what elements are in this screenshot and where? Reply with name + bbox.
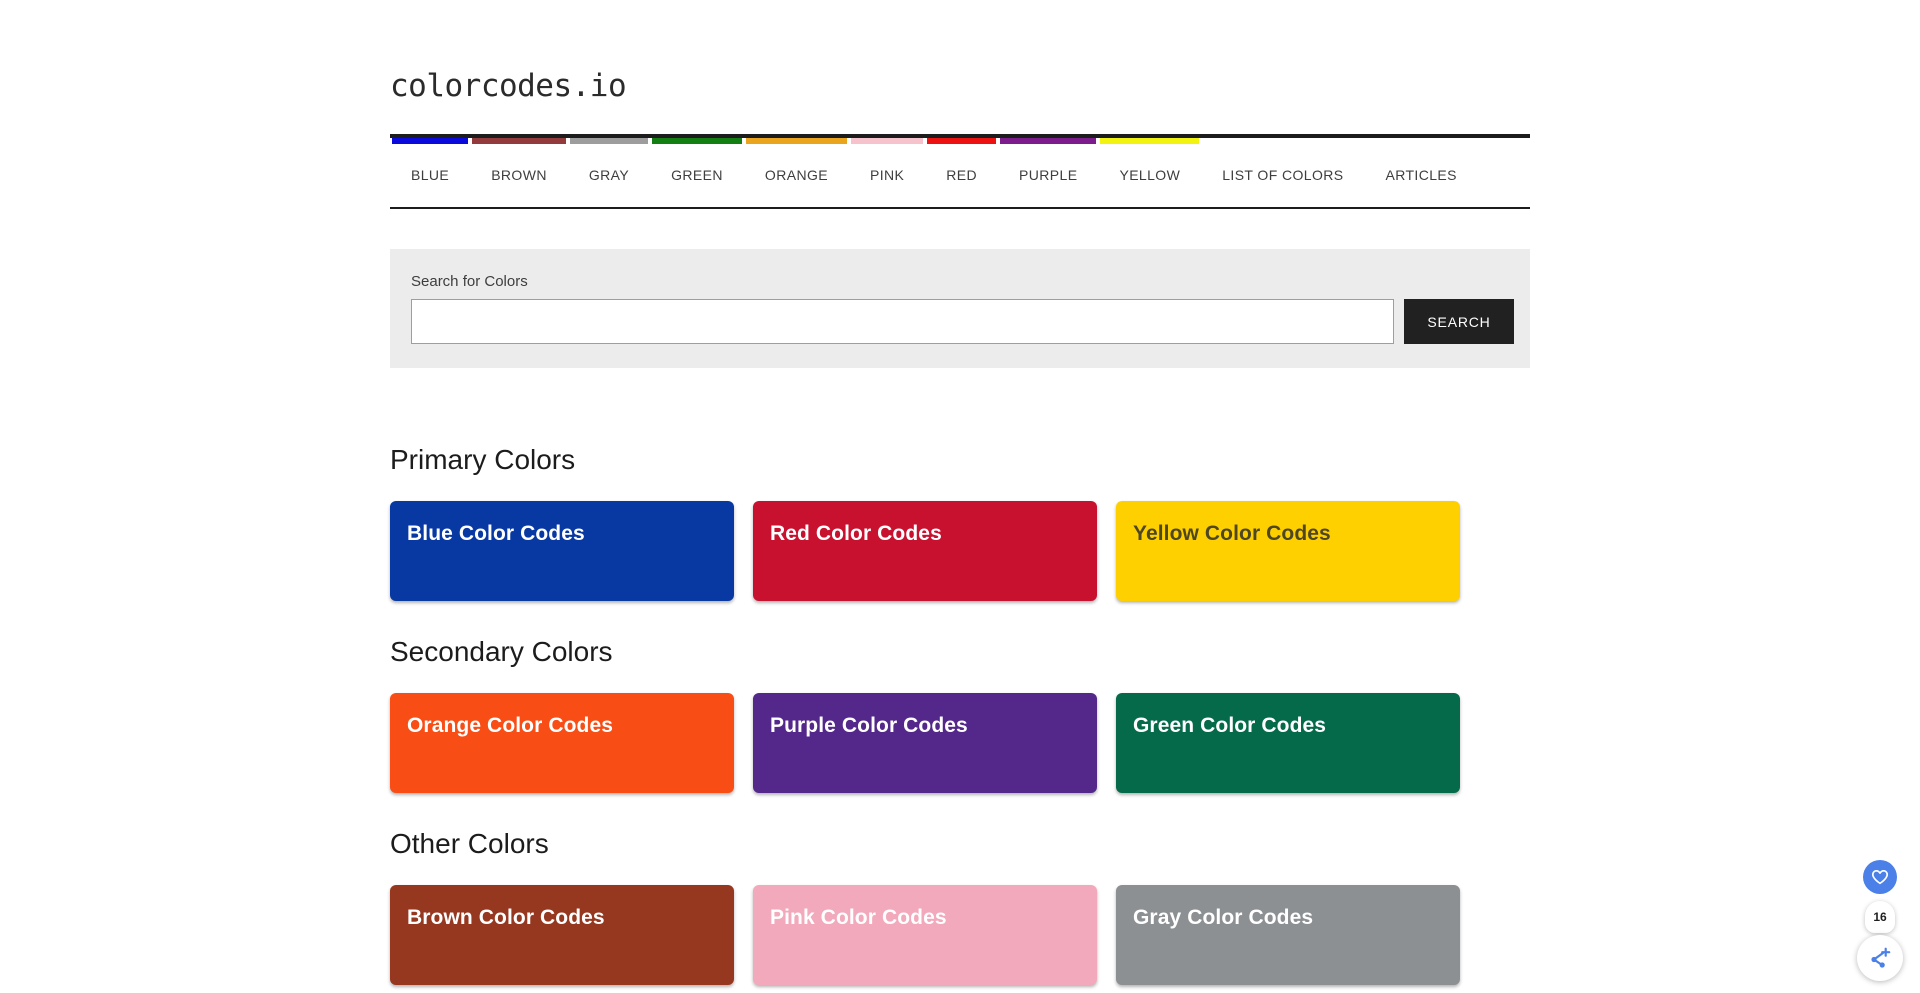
nav-color-bar <box>392 138 469 144</box>
nav-color-bar <box>652 138 742 144</box>
cards-row-secondary: Orange Color Codes Purple Color Codes Gr… <box>390 693 1530 793</box>
card-title: Gray Color Codes <box>1133 906 1314 929</box>
section-title-secondary: Secondary Colors <box>390 636 613 667</box>
nav-item-gray[interactable]: GRAY <box>568 138 650 207</box>
nav-item-label: ORANGE <box>764 167 828 183</box>
card-title: Purple Color Codes <box>770 714 968 737</box>
nav-item-red[interactable]: RED <box>925 138 998 207</box>
card-orange-color-codes[interactable]: Orange Color Codes <box>390 693 734 793</box>
nav-item-articles[interactable]: ARTICLES <box>1364 138 1477 207</box>
search-row: SEARCH <box>411 299 1514 344</box>
card-title: Orange Color Codes <box>407 714 613 737</box>
like-button[interactable] <box>1863 860 1897 894</box>
card-title: Red Color Codes <box>770 522 942 545</box>
search-button[interactable]: SEARCH <box>1404 299 1514 344</box>
nav-item-blue[interactable]: BLUE <box>390 138 470 207</box>
nav-color-bar <box>472 138 566 144</box>
search-label: Search for Colors <box>411 273 528 290</box>
nav-color-bar <box>927 138 997 144</box>
nav-item-label: LIST OF COLORS <box>1222 167 1344 183</box>
nav-item-orange[interactable]: ORANGE <box>744 138 849 207</box>
nav-item-label: RED <box>946 167 978 183</box>
nav-color-bar <box>1100 138 1200 144</box>
cards-row-other: Brown Color Codes Pink Color Codes Gray … <box>390 885 1530 985</box>
section-title-primary: Primary Colors <box>390 444 576 475</box>
card-pink-color-codes[interactable]: Pink Color Codes <box>753 885 1097 985</box>
like-count-badge: 16 <box>1865 901 1895 933</box>
nav-color-bar <box>1000 138 1097 144</box>
nav-item-green[interactable]: GREEN <box>650 138 744 207</box>
nav-item-yellow[interactable]: YELLOW <box>1098 138 1201 207</box>
like-count: 16 <box>1873 910 1887 924</box>
share-button[interactable] <box>1857 935 1903 981</box>
heart-icon <box>1871 868 1889 886</box>
card-green-color-codes[interactable]: Green Color Codes <box>1116 693 1460 793</box>
nav-color-bar <box>745 138 847 144</box>
card-title: Brown Color Codes <box>407 906 605 929</box>
nav-item-label: BLUE <box>411 167 450 183</box>
section-title-other: Other Colors <box>390 828 549 859</box>
card-title: Pink Color Codes <box>770 906 947 929</box>
nav-color-bar <box>850 138 924 144</box>
share-plus-icon <box>1868 946 1892 970</box>
nav-item-label: GRAY <box>588 167 630 183</box>
search-panel: Search for Colors SEARCH <box>390 249 1530 368</box>
floating-share-widget: 16 <box>1857 860 1903 981</box>
nav-item-purple[interactable]: PURPLE <box>998 138 1098 207</box>
nav-item-label: PINK <box>869 167 905 183</box>
main-content: Primary Colors Blue Color Codes Red Colo… <box>390 444 1530 985</box>
search-input[interactable] <box>411 299 1394 344</box>
nav-list: BLUE BROWN GRAY GREEN ORANGE PINK <box>390 138 1530 207</box>
nav-item-label: PURPLE <box>1019 167 1078 183</box>
nav-item-label: BROWN <box>491 167 547 183</box>
card-red-color-codes[interactable]: Red Color Codes <box>753 501 1097 601</box>
card-purple-color-codes[interactable]: Purple Color Codes <box>753 693 1097 793</box>
site-header: colorcodes.io <box>390 0 1530 106</box>
main-nav: BLUE BROWN GRAY GREEN ORANGE PINK <box>390 134 1530 209</box>
nav-item-list-of-colors[interactable]: LIST OF COLORS <box>1201 138 1364 207</box>
cards-row-primary: Blue Color Codes Red Color Codes Yellow … <box>390 501 1530 601</box>
card-title: Blue Color Codes <box>407 522 585 545</box>
card-title: Yellow Color Codes <box>1133 522 1331 545</box>
card-yellow-color-codes[interactable]: Yellow Color Codes <box>1116 501 1460 601</box>
nav-item-pink[interactable]: PINK <box>849 138 925 207</box>
nav-item-brown[interactable]: BROWN <box>470 138 568 207</box>
card-title: Green Color Codes <box>1133 714 1327 737</box>
nav-item-label: GREEN <box>671 167 723 183</box>
nav-item-label: ARTICLES <box>1385 167 1457 183</box>
site-logo[interactable]: colorcodes.io <box>390 68 627 104</box>
nav-color-bar <box>569 138 649 144</box>
card-blue-color-codes[interactable]: Blue Color Codes <box>390 501 734 601</box>
nav-item-label: YELLOW <box>1119 167 1181 183</box>
card-brown-color-codes[interactable]: Brown Color Codes <box>390 885 734 985</box>
card-gray-color-codes[interactable]: Gray Color Codes <box>1116 885 1460 985</box>
